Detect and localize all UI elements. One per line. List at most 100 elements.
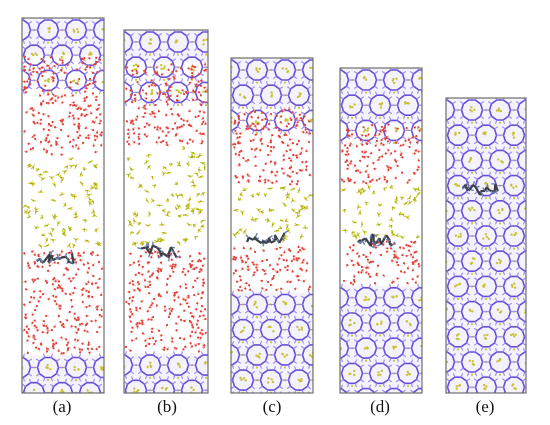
water-molecule — [240, 149, 243, 152]
water-molecule — [234, 152, 237, 155]
water-molecule — [366, 165, 369, 168]
framework-atom — [240, 378, 243, 382]
framework-atom — [391, 79, 395, 82]
water-molecule — [346, 150, 349, 153]
framework-atom — [164, 388, 168, 391]
framework-atom — [454, 133, 457, 136]
water-molecule — [39, 118, 43, 121]
water-molecule — [165, 100, 168, 104]
water-molecule — [77, 147, 80, 150]
framework-atom — [528, 263, 530, 265]
water-molecule — [182, 123, 185, 127]
water-molecule — [72, 277, 75, 280]
water-molecule — [167, 315, 171, 319]
water-molecule — [87, 262, 90, 265]
water-molecule — [195, 266, 198, 269]
framework-atom — [49, 418, 51, 420]
framework-atom — [468, 359, 472, 362]
water-molecule — [90, 347, 94, 350]
water-molecule — [233, 247, 236, 250]
framework-atom — [482, 284, 485, 287]
water-molecule — [73, 312, 76, 315]
water-molecule — [57, 284, 60, 287]
water-molecule — [82, 287, 85, 290]
water-molecule — [343, 144, 347, 147]
water-molecule — [49, 56, 52, 59]
water-molecule — [200, 103, 203, 107]
water-molecule — [203, 69, 206, 72]
framework-atom — [202, 43, 205, 46]
water-molecule — [73, 258, 77, 261]
framework-atom — [495, 261, 499, 265]
framework-atom — [367, 298, 371, 301]
gas-molecule — [191, 154, 196, 159]
framework-cage — [231, 293, 241, 316]
water-molecule — [359, 139, 362, 142]
framework-atom — [282, 300, 285, 303]
water-molecule — [406, 267, 410, 270]
water-molecule — [189, 124, 192, 128]
water-molecule — [195, 129, 198, 132]
gas-molecule — [70, 193, 75, 198]
gas-molecule — [351, 220, 357, 224]
water-molecule — [130, 330, 133, 333]
gas-molecule — [161, 231, 168, 235]
water-molecule — [31, 321, 34, 324]
gas-molecule — [87, 196, 91, 203]
framework-atom — [529, 209, 531, 211]
water-molecule — [158, 90, 162, 94]
water-molecule — [77, 117, 80, 120]
water-molecule — [271, 134, 274, 137]
water-molecule — [302, 131, 305, 134]
water-molecule — [73, 286, 76, 290]
water-molecule — [354, 169, 358, 172]
framework-atom — [380, 369, 384, 373]
water-molecule — [257, 116, 260, 119]
water-molecule — [278, 257, 281, 260]
water-molecule — [250, 148, 253, 151]
water-molecule — [299, 267, 302, 270]
water-molecule — [45, 137, 48, 140]
framework-atom — [105, 80, 107, 82]
water-molecule — [156, 269, 159, 273]
panel-label-e: (e) — [475, 397, 495, 416]
framework-layer — [340, 68, 422, 145]
water-molecule — [24, 313, 27, 316]
water-molecule — [95, 347, 98, 351]
framework-atom — [470, 206, 474, 210]
water-molecule — [60, 352, 63, 355]
framework-atom — [310, 118, 313, 121]
gas-molecule — [191, 184, 197, 189]
framework-atom — [72, 417, 74, 419]
water-molecule — [47, 298, 50, 301]
water-molecule — [270, 146, 273, 149]
water-molecule — [372, 260, 375, 263]
water-molecule — [171, 71, 174, 74]
gas-molecule — [353, 233, 357, 240]
water-molecule — [135, 118, 138, 121]
water-molecule — [368, 261, 371, 264]
gas-molecule — [136, 229, 141, 236]
framework-atom — [540, 286, 542, 288]
framework-atom — [437, 320, 439, 322]
water-molecule — [155, 276, 158, 279]
water-molecule — [91, 71, 95, 75]
water-molecule — [203, 111, 206, 114]
water-molecule — [396, 277, 399, 280]
water-molecule — [154, 250, 157, 253]
gas-molecule — [84, 189, 91, 194]
water-molecule — [182, 92, 186, 96]
water-molecule — [413, 126, 417, 129]
water-molecule — [135, 323, 138, 326]
gas-molecule — [186, 161, 191, 167]
framework-atom — [497, 158, 500, 161]
water-molecule — [239, 279, 242, 282]
water-molecule — [249, 139, 252, 143]
water-molecule — [237, 117, 241, 120]
framework-atom — [379, 106, 383, 109]
framework-atom — [61, 56, 64, 59]
water-molecule — [179, 285, 182, 288]
water-molecule — [193, 279, 197, 282]
water-molecule — [300, 147, 303, 150]
framework-atom — [271, 380, 275, 384]
